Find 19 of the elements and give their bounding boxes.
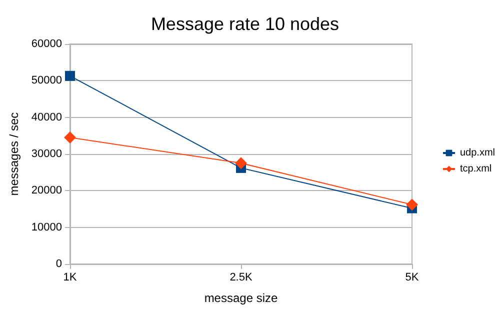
point [64,132,76,144]
point [406,198,418,211]
point [235,157,247,170]
y-tick-label: 0 [56,258,62,270]
x-tick-label: 2.5K [230,272,253,284]
x-axis-title: message size [204,291,278,305]
y-tick-label: 50000 [31,74,62,87]
y-tick-label: 30000 [31,148,62,160]
y-tick-label: 60000 [31,38,62,50]
chart-title: Message rate 10 nodes [150,14,340,34]
y-tick-label: 20000 [31,184,62,197]
y-axis-title: messages / sec [7,112,21,196]
point [65,70,75,81]
x-tick-label: 1K [63,272,78,284]
legend-label: tcp.xml [460,164,492,174]
x-tick-label: 5K [405,272,420,284]
y-tick-label: 40000 [31,111,62,124]
y-tick-label: 10000 [31,221,62,234]
legend-label: udp.xml [460,148,495,158]
